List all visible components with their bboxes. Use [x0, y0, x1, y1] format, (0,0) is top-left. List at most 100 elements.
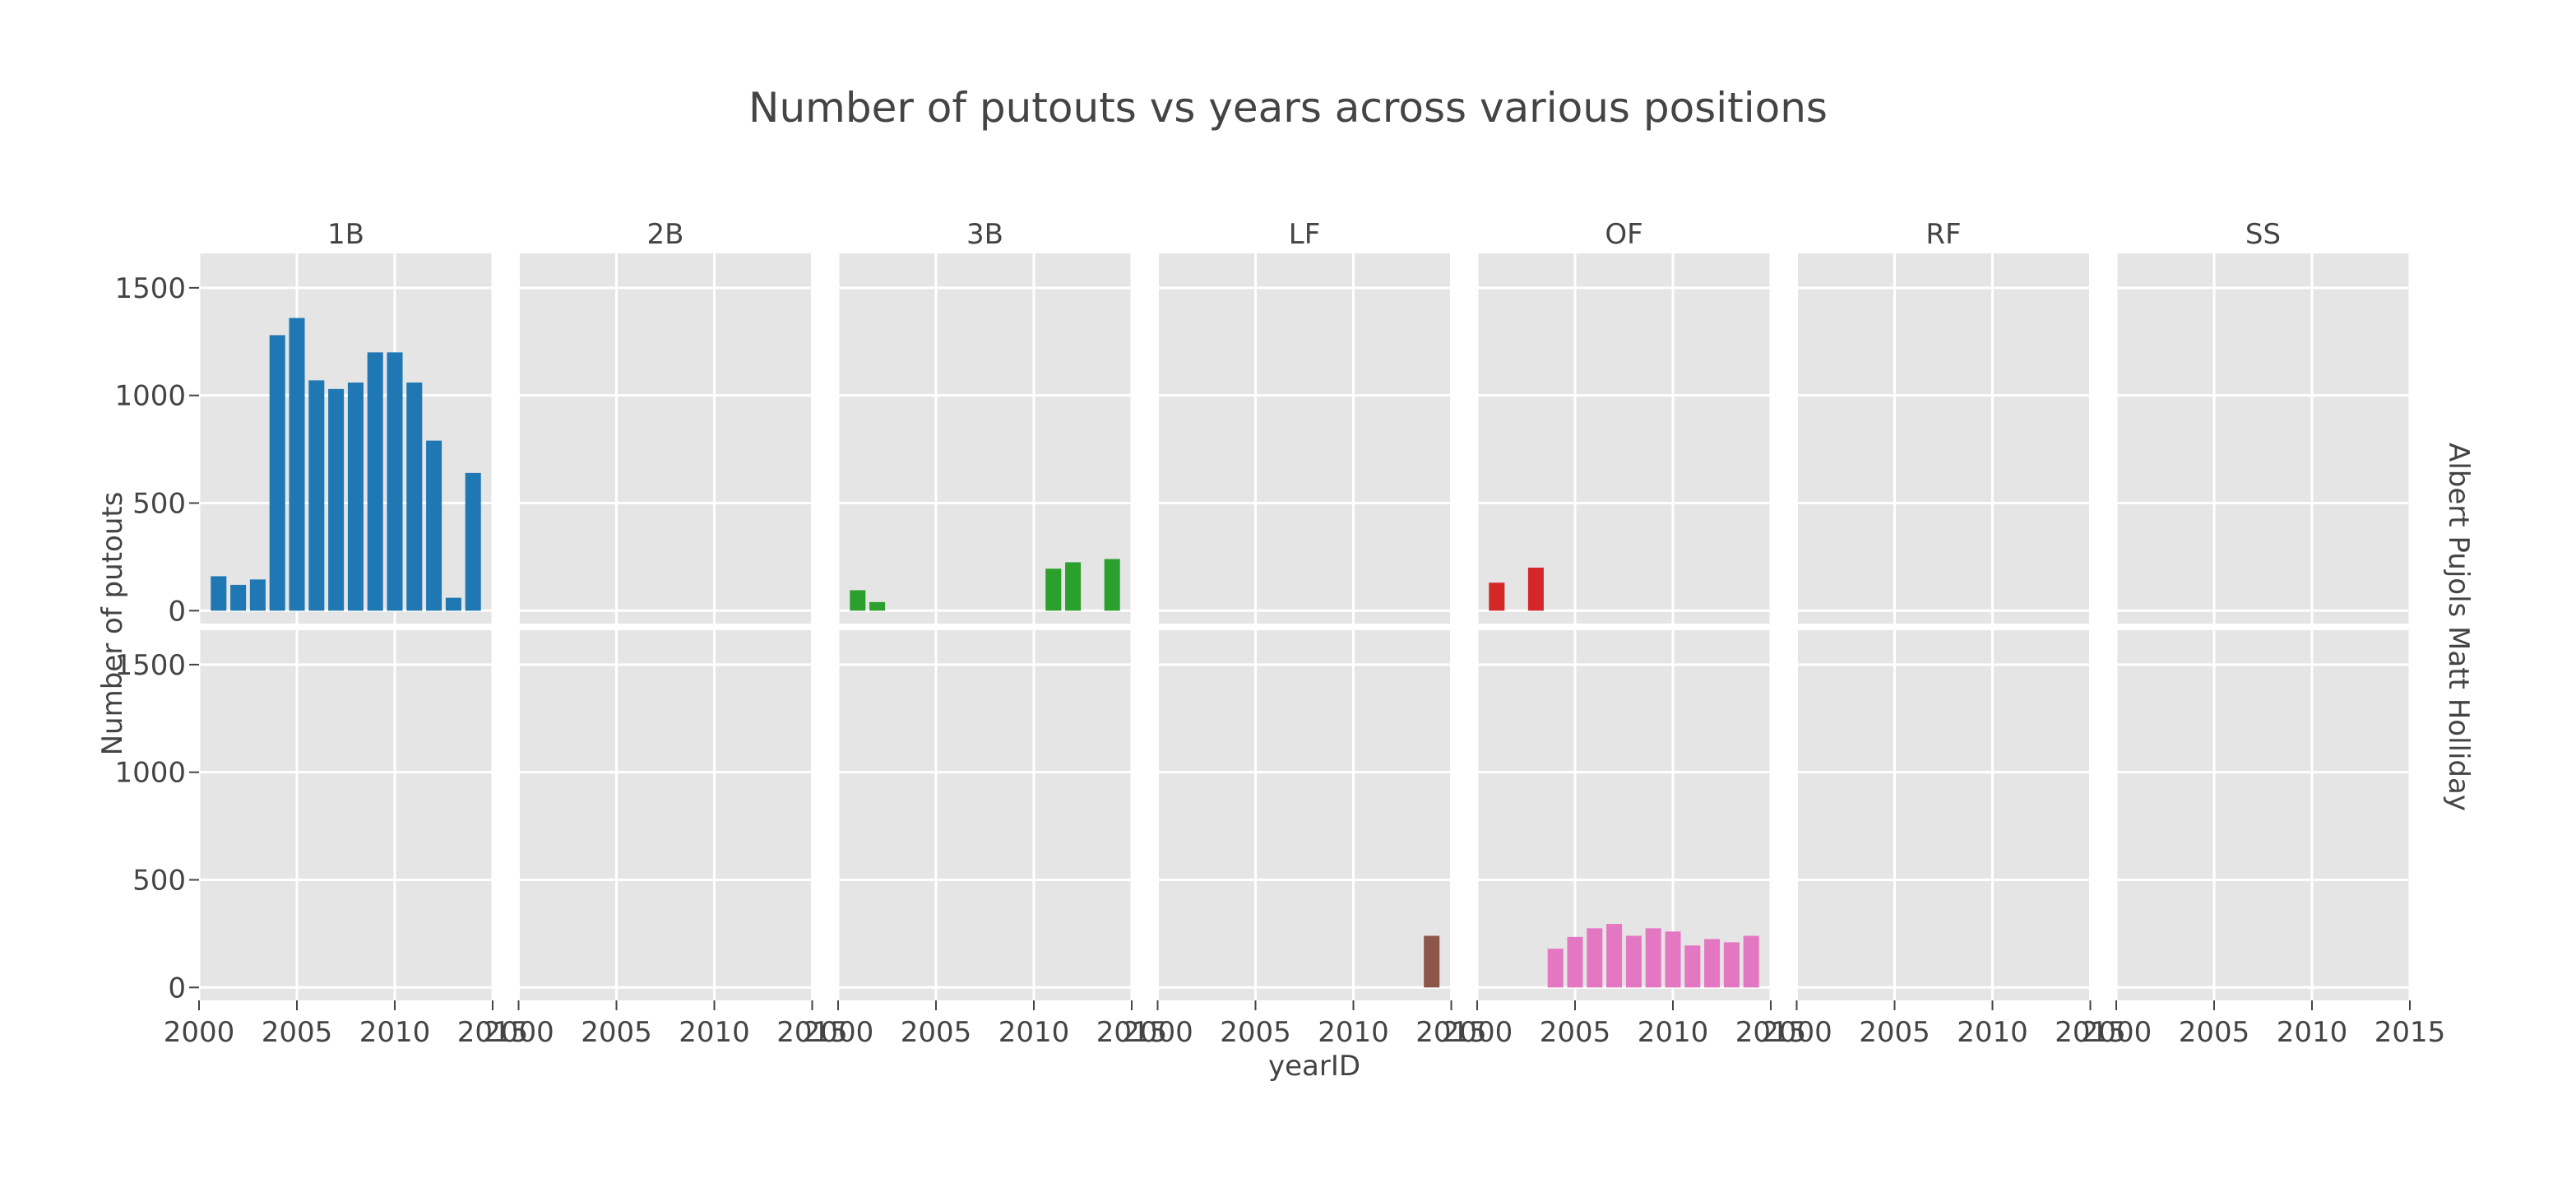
facet-panel	[197, 630, 494, 1000]
bar	[387, 352, 403, 611]
row-strip-label: Albert Pujols Matt Holliday	[2442, 443, 2475, 811]
panel-background	[199, 630, 493, 1000]
bar	[445, 597, 461, 611]
column-strip-label: LF	[1289, 218, 1321, 251]
column-strip-label: 1B	[327, 218, 364, 251]
panel-background	[1477, 253, 1771, 624]
bar	[406, 382, 423, 611]
x-tick-label: 2015	[1096, 1016, 1168, 1049]
column-strip-labels: 1B 2B 3B LF OF RF SS	[327, 218, 2281, 251]
x-tick-label: 2010	[1957, 1016, 2028, 1049]
chart-title: Number of putouts vs years across variou…	[748, 84, 1828, 132]
panel-background	[1157, 253, 1452, 624]
facet-panel	[2115, 630, 2412, 1000]
x-tick-label: 2010	[1318, 1016, 1389, 1049]
bar	[1606, 924, 1623, 988]
column-strip-label: OF	[1605, 218, 1642, 251]
bar	[1045, 568, 1062, 611]
y-tick-label: 0	[168, 595, 186, 628]
facet-panel	[2115, 253, 2412, 624]
column-strip-label: SS	[2245, 218, 2281, 251]
bar	[1104, 559, 1120, 611]
y-tick-labels: 0 500 1000 1500 0 500 1000 1500	[114, 272, 199, 1004]
bar	[1065, 562, 1082, 611]
bar	[347, 382, 364, 611]
bar	[1527, 567, 1544, 611]
x-tick-label: 2010	[359, 1016, 431, 1049]
bar	[1743, 935, 1759, 988]
y-tick-label: 500	[132, 487, 186, 520]
bar	[249, 579, 266, 611]
y-tick-label: 1000	[114, 380, 186, 413]
x-tick-label: 2000	[803, 1016, 874, 1049]
bar	[1587, 928, 1603, 988]
x-tick-label: 2005	[1540, 1016, 1611, 1049]
x-tick-label: 2000	[2081, 1016, 2152, 1049]
y-tick-label: 1500	[114, 649, 186, 682]
bar	[1547, 949, 1564, 988]
y-tick-label: 1500	[114, 272, 186, 305]
bar	[869, 601, 886, 611]
facet-panel	[836, 253, 1133, 624]
bar	[328, 388, 345, 611]
column-strip-label: 3B	[966, 218, 1003, 251]
facet-panel	[517, 630, 813, 1000]
facet-panels	[197, 253, 2412, 1000]
panel-background	[838, 630, 1132, 1000]
x-axis-label: yearID	[1268, 1050, 1360, 1083]
bar	[1625, 935, 1642, 988]
facet-panel	[1156, 253, 1452, 624]
bar	[1684, 945, 1701, 988]
panel-background	[199, 253, 493, 624]
bar	[426, 440, 442, 611]
y-tick-label: 500	[132, 864, 186, 897]
x-tick-label: 2005	[262, 1016, 333, 1049]
facet-panel	[1476, 253, 1772, 624]
panel-background	[2116, 630, 2410, 1000]
bar	[269, 335, 285, 611]
bar	[367, 352, 383, 611]
bar	[1424, 935, 1440, 988]
bar	[1665, 931, 1681, 988]
panel-background	[2116, 253, 2410, 624]
bar	[1723, 942, 1740, 988]
panel-background	[518, 253, 813, 624]
x-tick-label: 2000	[1122, 1016, 1193, 1049]
bar	[211, 576, 227, 611]
x-tick-label: 2005	[1859, 1016, 1930, 1049]
facet-panel	[1795, 253, 2092, 624]
bar	[1704, 939, 1721, 988]
x-tick-label: 2000	[1761, 1016, 1832, 1049]
facet-panel	[517, 253, 813, 624]
x-tick-label: 2005	[901, 1016, 972, 1049]
bar	[1489, 582, 1505, 611]
panel-background	[1796, 630, 2091, 1000]
x-tick-label: 2000	[483, 1016, 554, 1049]
facet-panel	[1795, 630, 2092, 1000]
x-tick-label: 2000	[164, 1016, 235, 1049]
panel-background	[518, 630, 813, 1000]
y-tick-label: 0	[168, 972, 186, 1004]
y-tick-label: 1000	[114, 757, 186, 790]
bar	[289, 318, 305, 611]
x-tick-label: 2015	[2055, 1016, 2126, 1049]
column-strip-label: 2B	[647, 218, 684, 251]
panel-background	[1477, 630, 1771, 1000]
column-strip-label: RF	[1925, 218, 1961, 251]
x-tick-label: 2010	[679, 1016, 750, 1049]
facet-panel	[1476, 630, 1772, 1000]
facet-panel	[836, 630, 1133, 1000]
x-tick-label: 2010	[1638, 1016, 1709, 1049]
bar	[308, 380, 325, 611]
y-axis-label: Number of putouts	[96, 492, 129, 756]
panel-background	[1796, 253, 2091, 624]
x-tick-label: 2015	[776, 1016, 848, 1049]
bar	[465, 472, 481, 611]
row-strip-labels: Albert Pujols Matt Holliday	[2442, 443, 2475, 811]
x-tick-label: 2005	[581, 1016, 652, 1049]
x-tick-label: 2000	[1442, 1016, 1513, 1049]
bar	[230, 584, 247, 611]
x-tick-label: 2015	[1415, 1016, 1487, 1049]
x-tick-label: 2005	[2179, 1016, 2250, 1049]
